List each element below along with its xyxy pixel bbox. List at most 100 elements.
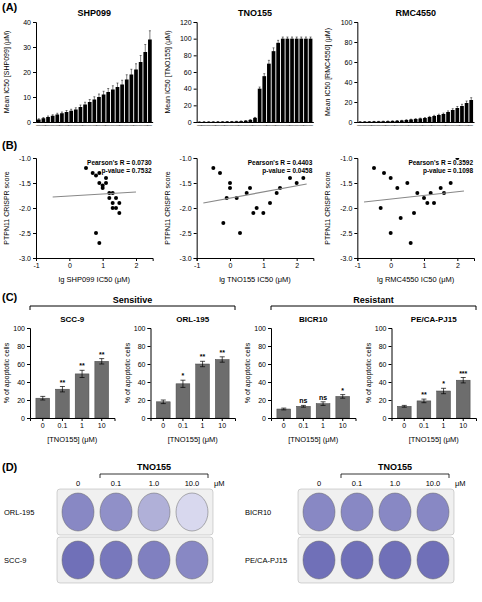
bracket-label: Sensitive (113, 295, 153, 305)
x-axis-tick: 0 (229, 258, 233, 269)
tick-mark (354, 82, 357, 83)
y-axis-tick: -2.0 (340, 205, 357, 212)
tick-mark (463, 418, 464, 421)
y-axis-tick: 20 (17, 397, 30, 404)
tick-mark (268, 346, 271, 347)
tick-label: 20 (184, 102, 192, 109)
error-bar (121, 80, 123, 89)
concentration-label: 0 (76, 479, 80, 488)
bracket-label: Resistant (353, 295, 394, 305)
tick-mark (148, 364, 151, 365)
x-axis-tick: 0 (161, 418, 165, 429)
tick-label: 0 (348, 119, 352, 126)
tick-mark (33, 183, 36, 184)
bar (437, 391, 451, 418)
y-axis-title: PTPN11 CRISPR score (164, 171, 171, 244)
point (114, 196, 118, 200)
tick-label: 80 (345, 39, 353, 46)
panel-label: (A) (2, 1, 18, 13)
bar (409, 120, 413, 123)
well (341, 493, 373, 531)
tick-mark (27, 382, 30, 383)
y-axis-tick: -2.0 (19, 205, 36, 212)
tick-label: -1 (194, 262, 200, 269)
y-axis-tick: 80 (345, 39, 358, 46)
bar (363, 121, 367, 122)
plot-area (358, 98, 473, 122)
y-axis-tick: 0 (21, 415, 30, 422)
stat-annotation: p-value = 0.1098 (423, 167, 473, 175)
error-bar (254, 117, 256, 119)
tick-mark (148, 346, 151, 347)
point (255, 206, 259, 210)
tick-label: 0 (262, 415, 266, 422)
tick-mark (33, 72, 36, 73)
y-axis-tick: 0 (383, 415, 392, 422)
tick-mark (354, 42, 357, 43)
bar (95, 361, 109, 418)
point (238, 231, 242, 235)
tick-label: 80 (258, 343, 266, 350)
x-axis-tick: 10 (339, 418, 347, 429)
y-axis-tick: 20 (345, 99, 358, 106)
error-bar (461, 104, 463, 107)
error-bar (47, 116, 49, 118)
bar (36, 398, 50, 418)
y-axis-tick: 120 (180, 19, 197, 26)
concentration-label: 10.0 (426, 479, 441, 488)
error-bar (466, 101, 468, 105)
x-axis-line (392, 419, 477, 422)
y-axis-title: Mean IC50 [RMC4550] (μM) (324, 28, 332, 116)
well-row-box (57, 489, 213, 535)
tick-mark (33, 158, 36, 159)
point (117, 211, 121, 215)
bar (391, 121, 395, 122)
y-axis-tick: -1.0 (340, 155, 357, 162)
bar (276, 43, 280, 122)
tick-mark (194, 55, 197, 56)
bar (286, 39, 290, 122)
tick-label: 20 (345, 99, 353, 106)
error-bar (80, 370, 85, 377)
bar (272, 51, 276, 122)
tick-label: 0.1 (178, 422, 188, 429)
x-axis-title: lg SHP099 IC50 (μM) (59, 275, 131, 284)
y-axis-tick: 40 (184, 85, 197, 92)
tick-mark (457, 258, 458, 261)
tick-label: 20 (258, 397, 266, 404)
error-bar (61, 112, 63, 115)
y-axis-line (33, 159, 37, 259)
tick-mark (389, 346, 392, 347)
tick-mark (443, 418, 444, 421)
bar (368, 121, 372, 122)
bar (102, 95, 106, 123)
bracket (341, 474, 449, 478)
tick-mark (357, 258, 358, 261)
well (417, 541, 449, 579)
y-axis-line (194, 159, 198, 259)
y-axis-tick: -2.5 (19, 230, 36, 237)
concentration-label: 1.0 (390, 479, 400, 488)
y-axis-tick: 0 (188, 119, 197, 126)
x-axis-line (37, 259, 154, 262)
error-bar (135, 64, 137, 76)
trend-line (53, 192, 136, 197)
bar (221, 121, 225, 122)
bar (267, 64, 271, 122)
error-bar (75, 108, 77, 112)
bar (262, 76, 266, 122)
y-axis-title: PTPN11 CRISPR score (3, 171, 10, 244)
y-axis-line (354, 159, 358, 259)
significance-label: ** (79, 362, 85, 369)
tick-label: -2.0 (340, 205, 352, 212)
bar (249, 120, 253, 122)
tick-mark (268, 328, 271, 329)
error-bar (116, 83, 118, 91)
bar (377, 121, 381, 122)
tick-mark (389, 400, 392, 401)
bar (456, 380, 470, 418)
x-axis-line (197, 259, 314, 262)
bar (225, 121, 229, 122)
x-axis-tick: -1 (355, 258, 361, 269)
error-bar (66, 111, 68, 114)
